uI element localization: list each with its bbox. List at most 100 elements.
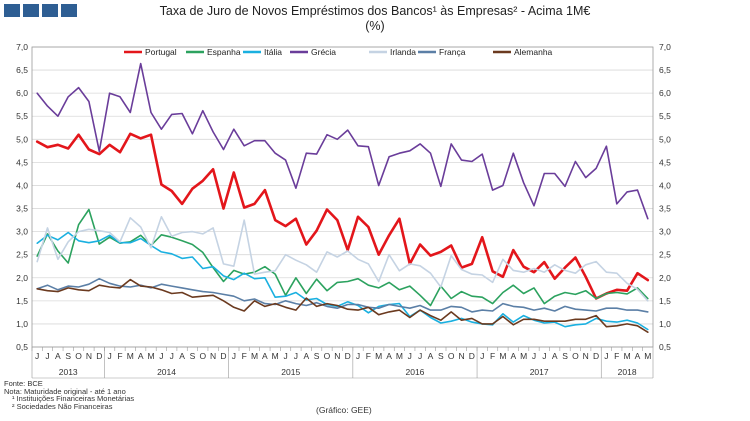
y-tick-label-right: 7,0: [659, 42, 671, 52]
x-tick-label: J: [542, 351, 546, 361]
logo: [4, 4, 77, 17]
x-tick-label: F: [117, 351, 122, 361]
chart-subtitle: (%): [365, 19, 385, 33]
x-tick-label: F: [242, 351, 247, 361]
x-tick-label: N: [583, 351, 589, 361]
logo-block: [61, 4, 77, 17]
legend-label: Espanha: [207, 47, 241, 57]
year-label: 2017: [530, 367, 549, 377]
y-tick-label-right: 6,0: [659, 88, 671, 98]
x-tick-label: A: [428, 351, 434, 361]
logo-block: [23, 4, 39, 17]
x-tick-label: M: [624, 351, 631, 361]
x-tick-label: F: [490, 351, 495, 361]
series-line: [36, 62, 649, 220]
legend-label: Irlanda: [390, 47, 416, 57]
y-tick-label-right: 3,5: [659, 204, 671, 214]
year-label: 2014: [157, 367, 176, 377]
y-tick-label-left: 1,5: [16, 296, 28, 306]
y-tick-label-right: 5,0: [659, 134, 671, 144]
y-tick-label-right: 2,5: [659, 250, 671, 260]
footnotes: Fonte: BCE Nota: Maturidade original - a…: [4, 380, 134, 410]
x-tick-label: M: [396, 351, 403, 361]
y-tick-label-right: 5,5: [659, 111, 671, 121]
y-tick-label-right: 2,0: [659, 273, 671, 283]
x-tick-label: A: [138, 351, 144, 361]
x-tick-label: O: [75, 351, 82, 361]
x-tick-label: A: [635, 351, 641, 361]
x-tick-label: S: [438, 351, 444, 361]
x-tick-label: N: [458, 351, 464, 361]
chart-credit: (Gráfico: GEE): [316, 405, 372, 415]
x-tick-label: J: [108, 351, 112, 361]
x-tick-label: F: [366, 351, 371, 361]
series-line: [36, 216, 649, 302]
x-tick-label: J: [283, 351, 287, 361]
series-line: [36, 208, 649, 307]
legend-label: Grécia: [311, 47, 336, 57]
legend-label: Itália: [264, 47, 282, 57]
x-tick-label: M: [272, 351, 279, 361]
x-tick-label: M: [251, 351, 258, 361]
y-tick-label-right: 6,5: [659, 65, 671, 75]
footnote-2: ² Sociedades Não Financeiras: [12, 401, 113, 411]
x-tick-label: S: [65, 351, 71, 361]
x-tick-label: J: [604, 351, 608, 361]
source-note: Fonte: BCE: [4, 379, 43, 388]
y-tick-label-left: 7,0: [16, 42, 28, 52]
x-tick-label: J: [232, 351, 236, 361]
x-tick-label: O: [448, 351, 455, 361]
x-tick-label: A: [386, 351, 392, 361]
x-tick-label: S: [314, 351, 320, 361]
y-tick-label-left: 3,5: [16, 204, 28, 214]
x-tick-label: D: [96, 351, 102, 361]
x-tick-label: D: [469, 351, 475, 361]
y-tick-label-left: 6,0: [16, 88, 28, 98]
x-tick-label: F: [614, 351, 619, 361]
y-tick-label-left: 2,5: [16, 250, 28, 260]
x-tick-label: S: [562, 351, 568, 361]
x-tick-label: J: [408, 351, 412, 361]
logo-block: [4, 4, 20, 17]
year-label: 2013: [59, 367, 78, 377]
series-line: [36, 231, 649, 331]
chart-title: Taxa de Juro de Novos Empréstimos dos Ba…: [159, 4, 591, 18]
legend-label: Alemanha: [514, 47, 553, 57]
x-tick-label: M: [520, 351, 527, 361]
plot-frame: [31, 46, 654, 348]
x-tick-label: M: [499, 351, 506, 361]
series-line: [36, 278, 649, 334]
x-tick-label: J: [356, 351, 360, 361]
x-tick-label: M: [375, 351, 382, 361]
logo-block: [42, 4, 58, 17]
y-tick-label-right: 0,5: [659, 342, 671, 352]
x-tick-label: O: [572, 351, 579, 361]
y-tick-label-right: 1,5: [659, 296, 671, 306]
y-tick-label-left: 3,0: [16, 227, 28, 237]
y-tick-label-left: 4,0: [16, 180, 28, 190]
y-tick-label-left: 2,0: [16, 273, 28, 283]
legend-label: França: [439, 47, 466, 57]
x-tick-label: M: [127, 351, 134, 361]
year-label: 2018: [618, 367, 637, 377]
x-tick-label: S: [190, 351, 196, 361]
year-label: 2015: [281, 367, 300, 377]
x-tick-label: N: [86, 351, 92, 361]
series-line: [35, 132, 650, 300]
year-label: 2016: [405, 367, 424, 377]
x-tick-label: J: [170, 351, 174, 361]
x-tick-label: M: [644, 351, 651, 361]
y-tick-label-right: 1,0: [659, 319, 671, 329]
y-tick-label-left: 6,5: [16, 65, 28, 75]
y-tick-label-left: 4,5: [16, 157, 28, 167]
footnote-1: ¹ Instituições Financeiras Monetárias: [12, 394, 135, 404]
x-tick-label: N: [210, 351, 216, 361]
x-tick-label: M: [147, 351, 154, 361]
x-tick-label: A: [55, 351, 61, 361]
x-tick-label: J: [532, 351, 536, 361]
legend-label: Portugal: [145, 47, 177, 57]
y-tick-label-left: 5,5: [16, 111, 28, 121]
x-tick-label: N: [334, 351, 340, 361]
y-tick-label-left: 1,0: [16, 319, 28, 329]
